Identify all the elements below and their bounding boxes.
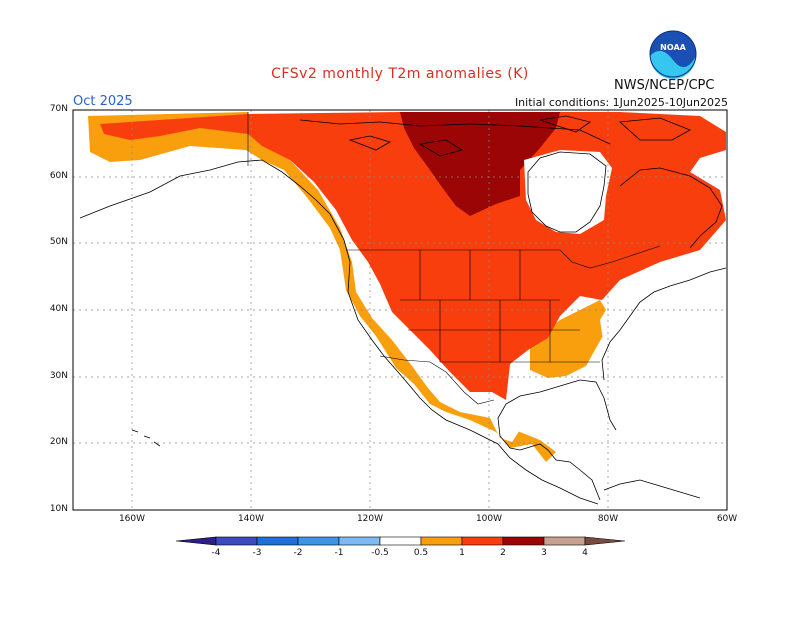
lon-label: 120W xyxy=(356,514,384,524)
northeast-atlantic-area xyxy=(600,268,726,510)
colorbar-segment-4-3 xyxy=(215,536,258,546)
lat-label: 10N xyxy=(49,504,68,514)
colorbar-segment-gt-4 xyxy=(584,536,626,546)
colorbar-label: 1 xyxy=(459,548,465,558)
lat-label: 50N xyxy=(49,237,68,247)
political-boundaries xyxy=(247,112,661,405)
colorbar-label: -1 xyxy=(334,548,344,558)
lat-label: 30N xyxy=(49,371,68,381)
colorbar-label: 3 xyxy=(541,548,547,558)
anomaly-area-0.5-1 xyxy=(88,112,556,462)
colorbar-label: -2 xyxy=(293,548,303,558)
colorbar xyxy=(175,536,626,546)
colorbar-label: -4 xyxy=(211,548,221,558)
lon-label: 140W xyxy=(237,514,265,524)
colorbar-segment-1-2 xyxy=(461,536,504,546)
colorbar-segment-neutral xyxy=(379,536,422,546)
colorbar-segment-2-1 xyxy=(297,536,340,546)
map-frame xyxy=(72,109,728,511)
hudson-bay-area xyxy=(524,150,612,234)
map-title: CFSv2 monthly T2m anomalies (K) xyxy=(271,66,529,82)
coastlines xyxy=(79,115,727,505)
colorbar-label: -0.5 xyxy=(371,548,389,558)
lat-label: 20N xyxy=(49,437,68,447)
forecast-month: Oct 2025 xyxy=(73,94,133,109)
colorbar-label: 2 xyxy=(500,548,506,558)
anomaly-area-east-0.5-1 xyxy=(530,300,612,378)
anomaly-area-2-3 xyxy=(400,112,560,216)
lon-label: 80W xyxy=(597,514,619,524)
lon-label: 100W xyxy=(475,514,503,524)
initial-conditions: Initial conditions: 1Jun2025-10Jun2025 xyxy=(514,96,728,109)
colorbar-segment-1-05 xyxy=(338,536,381,546)
lon-label: 160W xyxy=(118,514,146,524)
colorbar-label: 0.5 xyxy=(413,548,429,558)
colorbar-segment-05-1 xyxy=(420,536,463,546)
gulf-of-mexico-area xyxy=(500,372,610,440)
colorbar-segment-2-3 xyxy=(502,536,545,546)
colorbar-segment-3-2 xyxy=(256,536,299,546)
lon-label: 60W xyxy=(716,514,738,524)
lat-label: 40N xyxy=(49,304,68,314)
graticule xyxy=(73,110,727,510)
colorbar-label: 4 xyxy=(582,548,588,558)
organization-label: NWS/NCEP/CPC xyxy=(614,78,715,93)
lat-label: 70N xyxy=(49,104,68,114)
colorbar-segment-3-4 xyxy=(543,536,586,546)
colorbar-label: -3 xyxy=(252,548,262,558)
lat-label: 60N xyxy=(49,171,68,181)
colorbar-segment-lt-4 xyxy=(175,536,217,546)
